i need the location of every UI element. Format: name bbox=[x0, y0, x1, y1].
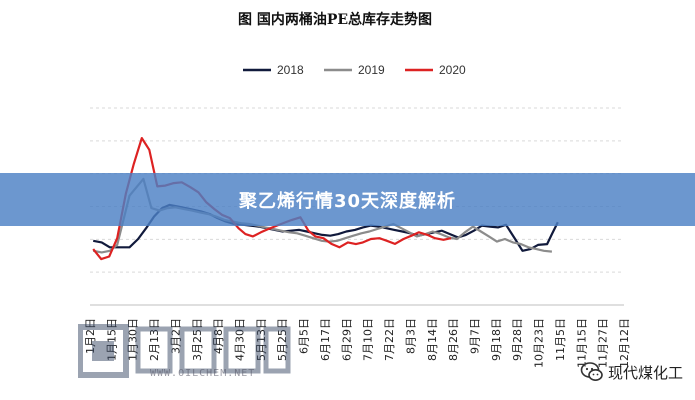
x-tick-label: 6月5日 bbox=[298, 318, 311, 354]
headline-banner: 聚乙烯行情30天深度解析 bbox=[0, 173, 695, 226]
banner-title: 聚乙烯行情30天深度解析 bbox=[238, 190, 457, 212]
x-axis-tick-labels: 1月2日 1月15日 1月30日 2月13日 3月2日 3月25日 4月8日 4月30日 5月1… bbox=[84, 318, 631, 368]
x-tick-label: 10月23日 bbox=[533, 318, 546, 368]
x-tick-label: 11月27日 bbox=[597, 318, 610, 368]
series-line-2020 bbox=[92, 137, 452, 261]
x-tick-label: 6月29日 bbox=[340, 318, 353, 361]
x-tick-label: 7月10日 bbox=[362, 318, 375, 361]
x-tick-label: 9月7日 bbox=[468, 318, 481, 354]
x-tick-label: 3月2日 bbox=[169, 318, 182, 354]
x-tick-label: 6月17日 bbox=[319, 318, 332, 361]
x-tick-label: 11月5日 bbox=[554, 318, 567, 361]
x-tick-label: 8月26日 bbox=[447, 318, 460, 361]
chart-title: 图 国内两桶油PE总库存走势图 bbox=[238, 11, 432, 28]
brand-signature: 现代煤化工 bbox=[580, 360, 683, 384]
x-tick-label: 9月28日 bbox=[511, 318, 524, 361]
x-tick-label: 8月3日 bbox=[404, 318, 417, 354]
chart-legend: 2018 2019 2020 bbox=[243, 63, 466, 77]
x-tick-label: 9月18日 bbox=[490, 318, 503, 361]
x-tick-label: 8月14日 bbox=[426, 318, 439, 361]
brand-name: 现代煤化工 bbox=[607, 363, 683, 382]
x-tick-label: 11月15日 bbox=[575, 318, 588, 368]
x-tick-label: 7月22日 bbox=[383, 318, 396, 361]
oilchem-watermark-logo bbox=[78, 324, 291, 378]
legend-label-2018: 2018 bbox=[277, 63, 304, 77]
legend-label-2019: 2019 bbox=[358, 63, 385, 77]
watermark-url: WWW.OILCHEM.NET bbox=[150, 368, 256, 379]
legend-label-2020: 2020 bbox=[439, 63, 466, 77]
wechat-bubble-icon bbox=[580, 362, 603, 381]
x-tick-label: 12月12日 bbox=[618, 318, 631, 368]
